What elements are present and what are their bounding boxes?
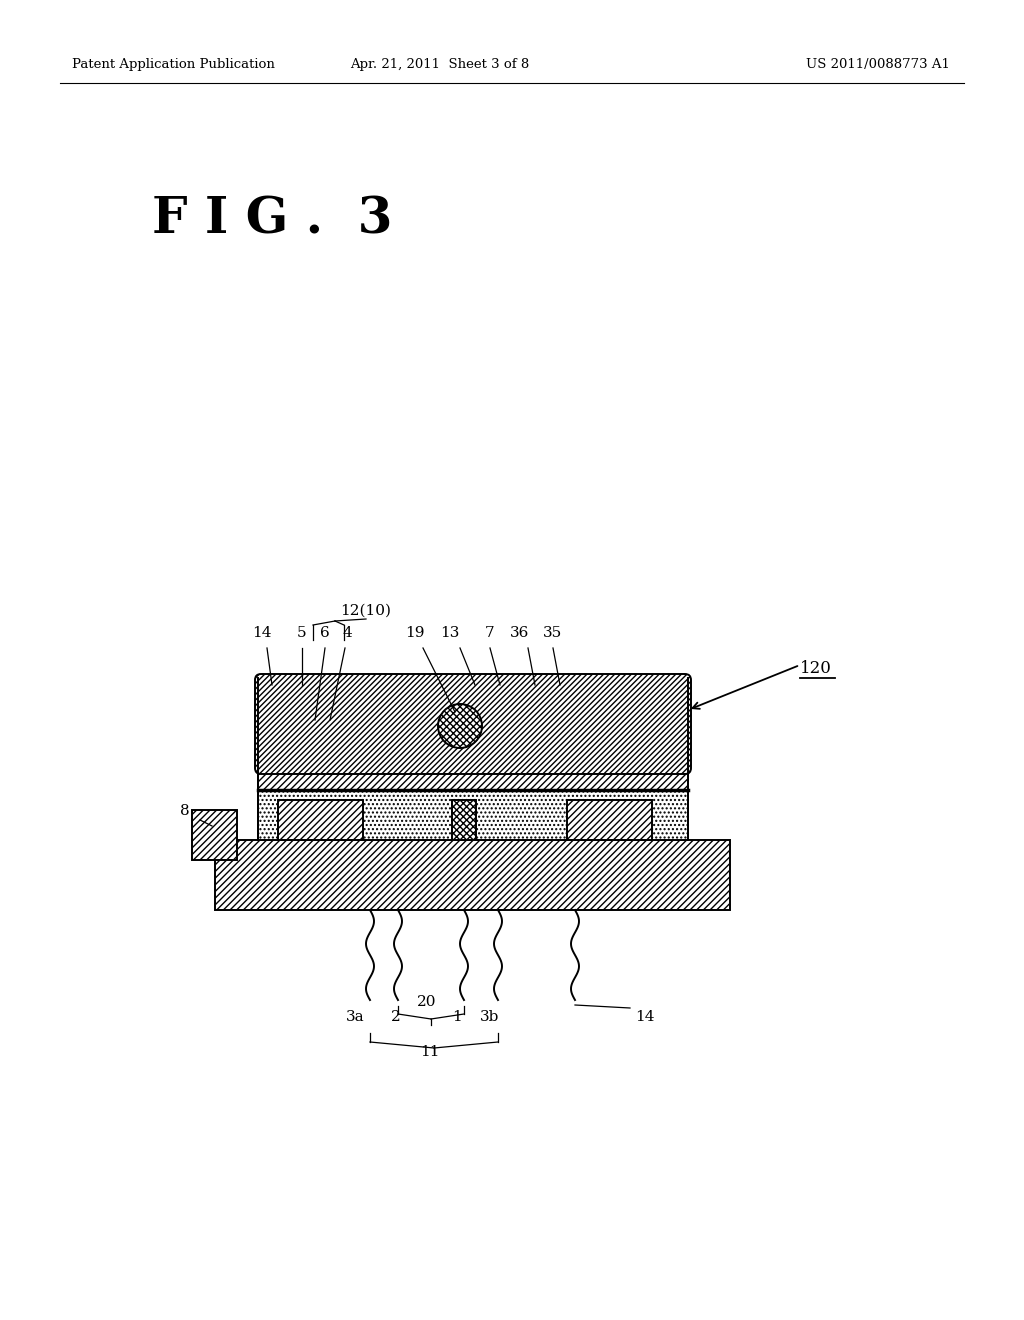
Text: 13: 13 bbox=[440, 626, 460, 640]
Text: 1: 1 bbox=[453, 1010, 462, 1024]
Bar bbox=[278, 800, 362, 840]
Text: 14: 14 bbox=[252, 626, 271, 640]
Text: 7: 7 bbox=[485, 626, 495, 640]
Text: 35: 35 bbox=[544, 626, 562, 640]
Text: 3b: 3b bbox=[480, 1010, 500, 1024]
Bar bbox=[215, 840, 730, 909]
Text: 12(10): 12(10) bbox=[341, 605, 391, 618]
FancyBboxPatch shape bbox=[255, 675, 691, 774]
Text: 19: 19 bbox=[406, 626, 425, 640]
Text: 6: 6 bbox=[321, 626, 330, 640]
Circle shape bbox=[438, 704, 482, 748]
Text: 2: 2 bbox=[391, 1010, 400, 1024]
Bar bbox=[258, 789, 688, 840]
Text: 36: 36 bbox=[510, 626, 529, 640]
Text: 3a: 3a bbox=[346, 1010, 365, 1024]
Text: 120: 120 bbox=[800, 660, 831, 677]
Text: F I G .  3: F I G . 3 bbox=[152, 195, 392, 244]
Bar bbox=[452, 800, 476, 840]
Text: 8: 8 bbox=[180, 804, 189, 818]
Text: 11: 11 bbox=[420, 1045, 439, 1059]
Text: Patent Application Publication: Patent Application Publication bbox=[72, 58, 274, 71]
Text: US 2011/0088773 A1: US 2011/0088773 A1 bbox=[806, 58, 950, 71]
Text: 5: 5 bbox=[297, 626, 307, 640]
Text: 14: 14 bbox=[635, 1010, 654, 1024]
Text: 4: 4 bbox=[342, 626, 352, 640]
Bar bbox=[193, 810, 237, 861]
Text: Apr. 21, 2011  Sheet 3 of 8: Apr. 21, 2011 Sheet 3 of 8 bbox=[350, 58, 529, 71]
Text: 20: 20 bbox=[417, 995, 437, 1008]
Bar bbox=[567, 800, 652, 840]
Bar bbox=[258, 768, 688, 789]
